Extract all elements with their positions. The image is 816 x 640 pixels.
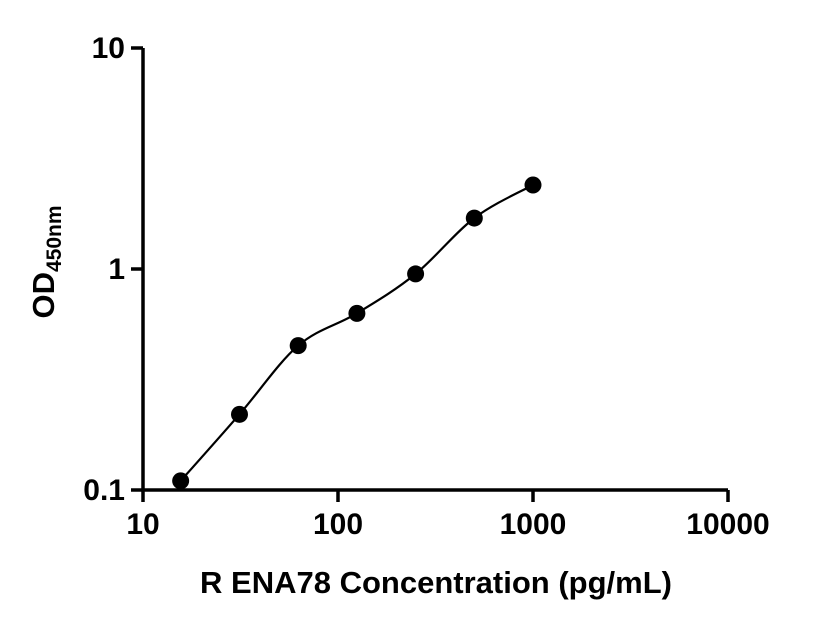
x-tick-label: 10 [126, 508, 159, 541]
data-point [524, 176, 542, 194]
y-axis-title-subscript: 450nm [43, 205, 66, 272]
x-axis-title: R ENA78 Concentration (pg/mL) [200, 565, 672, 600]
fit-curve [179, 184, 534, 482]
data-point [407, 265, 425, 283]
y-axis-title: OD450nm [26, 205, 66, 318]
y-axis-title-main: OD [26, 272, 61, 319]
plot-area: 10 100 1000 10000 0.1 1 10 [83, 32, 769, 541]
y-tick-label: 0.1 [83, 474, 125, 507]
data-point [172, 472, 190, 490]
x-tick-label: 1000 [500, 508, 567, 541]
data-point [230, 405, 248, 423]
y-tick-label: 1 [108, 253, 125, 286]
x-tick-label: 10000 [686, 508, 769, 541]
data-point [289, 337, 307, 355]
data-point [348, 304, 366, 322]
x-tick-label: 100 [313, 508, 363, 541]
y-tick-label: 10 [92, 32, 125, 65]
data-point [465, 209, 483, 227]
